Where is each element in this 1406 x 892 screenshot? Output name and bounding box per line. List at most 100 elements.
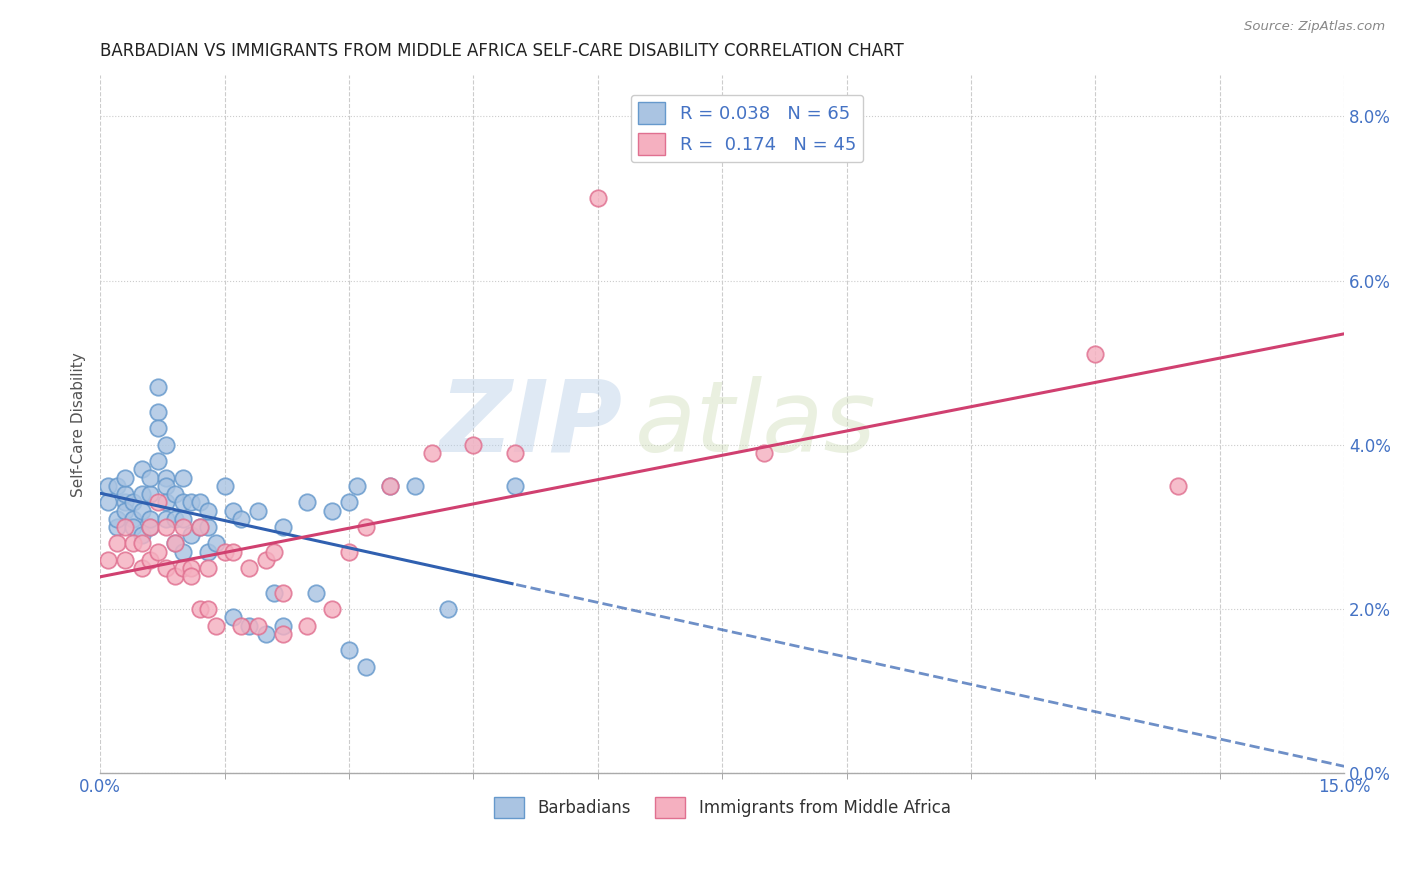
Point: [172, 561, 194, 575]
Point: [1084, 347, 1107, 361]
Point: [222, 503, 245, 517]
Point: [139, 520, 162, 534]
Point: [105, 512, 128, 526]
Point: [139, 471, 162, 485]
Point: [380, 479, 402, 493]
Point: [139, 512, 162, 526]
Point: [1167, 479, 1189, 493]
Point: [188, 520, 211, 534]
Point: [180, 569, 202, 583]
Point: [163, 512, 186, 526]
Point: [139, 520, 162, 534]
Point: [172, 520, 194, 534]
Y-axis label: Self-Care Disability: Self-Care Disability: [72, 352, 86, 497]
Point: [97, 495, 120, 509]
Point: [139, 487, 162, 501]
Text: ZIP: ZIP: [440, 376, 623, 473]
Point: [131, 503, 153, 517]
Point: [180, 561, 202, 575]
Point: [346, 479, 368, 493]
Point: [238, 618, 260, 632]
Point: [188, 520, 211, 534]
Point: [380, 479, 402, 493]
Point: [205, 536, 228, 550]
Point: [114, 487, 136, 501]
Text: atlas: atlas: [636, 376, 877, 473]
Point: [97, 553, 120, 567]
Point: [180, 495, 202, 509]
Point: [321, 602, 343, 616]
Point: [148, 380, 170, 394]
Point: [197, 503, 219, 517]
Point: [222, 610, 245, 624]
Point: [229, 618, 252, 632]
Point: [172, 471, 194, 485]
Point: [148, 495, 170, 509]
Point: [163, 569, 186, 583]
Point: [188, 602, 211, 616]
Point: [271, 627, 294, 641]
Point: [214, 544, 236, 558]
Point: [114, 495, 136, 509]
Text: Source: ZipAtlas.com: Source: ZipAtlas.com: [1244, 20, 1385, 33]
Point: [122, 512, 145, 526]
Point: [131, 561, 153, 575]
Point: [586, 191, 609, 205]
Point: [131, 462, 153, 476]
Point: [337, 495, 360, 509]
Point: [197, 561, 219, 575]
Point: [254, 553, 277, 567]
Point: [197, 602, 219, 616]
Point: [463, 438, 485, 452]
Point: [114, 520, 136, 534]
Point: [105, 520, 128, 534]
Point: [172, 512, 194, 526]
Point: [263, 544, 285, 558]
Point: [122, 495, 145, 509]
Point: [155, 479, 177, 493]
Point: [105, 479, 128, 493]
Point: [503, 446, 526, 460]
Point: [752, 446, 775, 460]
Point: [297, 618, 319, 632]
Point: [114, 471, 136, 485]
Point: [271, 585, 294, 599]
Point: [254, 627, 277, 641]
Point: [155, 471, 177, 485]
Point: [114, 553, 136, 567]
Legend: Barbadians, Immigrants from Middle Africa: Barbadians, Immigrants from Middle Afric…: [486, 791, 957, 824]
Point: [131, 528, 153, 542]
Point: [148, 454, 170, 468]
Point: [297, 495, 319, 509]
Point: [404, 479, 426, 493]
Point: [97, 479, 120, 493]
Point: [197, 520, 219, 534]
Point: [271, 618, 294, 632]
Point: [271, 520, 294, 534]
Point: [246, 503, 269, 517]
Point: [205, 618, 228, 632]
Point: [155, 561, 177, 575]
Point: [172, 495, 194, 509]
Point: [131, 487, 153, 501]
Text: BARBADIAN VS IMMIGRANTS FROM MIDDLE AFRICA SELF-CARE DISABILITY CORRELATION CHAR: BARBADIAN VS IMMIGRANTS FROM MIDDLE AFRI…: [100, 42, 904, 60]
Point: [214, 479, 236, 493]
Point: [148, 405, 170, 419]
Point: [305, 585, 328, 599]
Point: [321, 503, 343, 517]
Point: [229, 512, 252, 526]
Point: [197, 544, 219, 558]
Point: [420, 446, 443, 460]
Point: [163, 536, 186, 550]
Point: [139, 553, 162, 567]
Point: [503, 479, 526, 493]
Point: [354, 659, 377, 673]
Point: [246, 618, 269, 632]
Point: [354, 520, 377, 534]
Point: [263, 585, 285, 599]
Point: [437, 602, 460, 616]
Point: [155, 438, 177, 452]
Point: [180, 528, 202, 542]
Point: [122, 536, 145, 550]
Point: [148, 421, 170, 435]
